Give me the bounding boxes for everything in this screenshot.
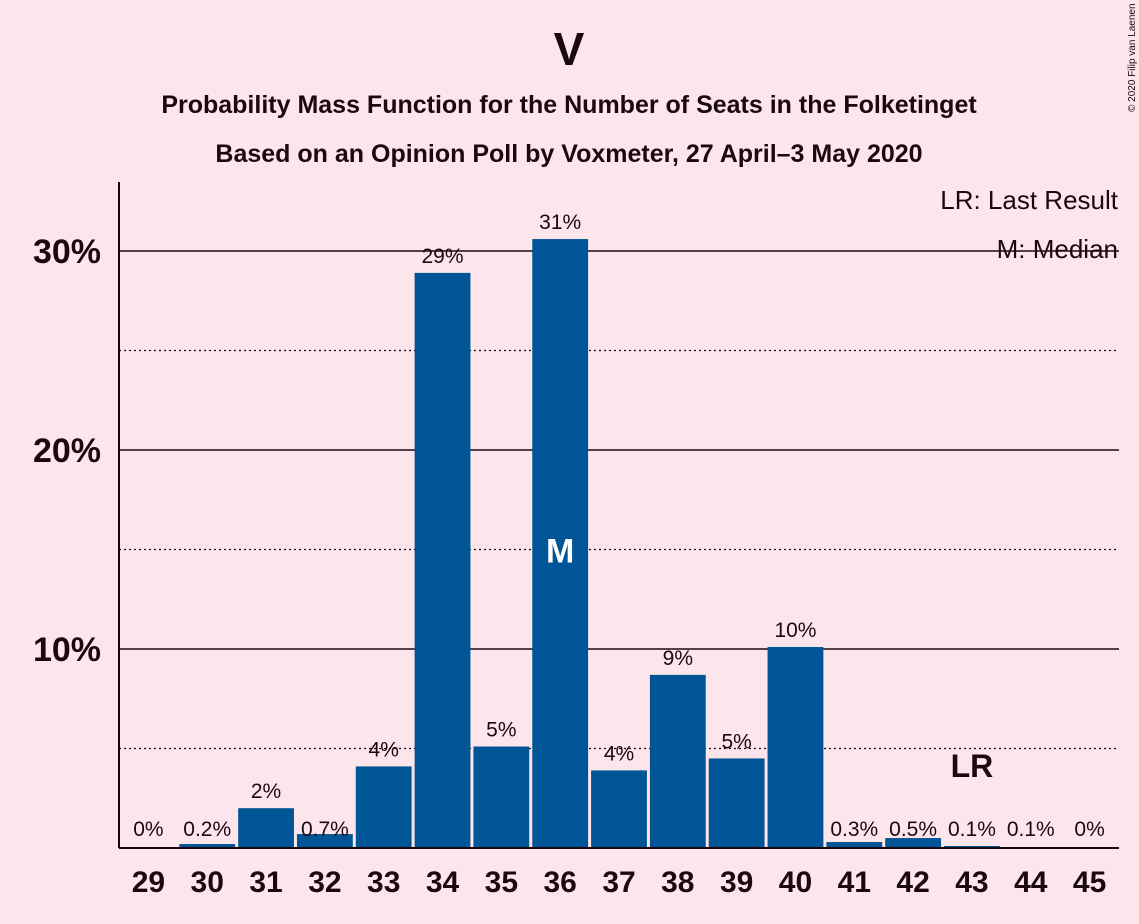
chart-title: V (554, 23, 585, 75)
x-tick-seat-31: 31 (249, 866, 282, 899)
x-tick-seat-30: 30 (191, 866, 224, 899)
x-tick-seat-29: 29 (132, 866, 165, 899)
gridlines (119, 250, 1119, 750)
last-result-marker: LR (951, 748, 994, 784)
x-tick-seat-36: 36 (543, 866, 576, 899)
bar-seat-36 (532, 239, 589, 848)
data-label-seat-45: 0% (1074, 818, 1104, 841)
data-label-seat-36: 31% (539, 211, 581, 234)
y-axis-ticks: 10% 20% 30% (33, 233, 101, 669)
x-tick-seat-43: 43 (955, 866, 988, 899)
bar-seat-32 (296, 834, 353, 848)
data-label-seat-32: 0.7% (301, 818, 349, 841)
data-label-seat-38: 9% (663, 647, 693, 670)
x-tick-seat-42: 42 (896, 866, 929, 899)
data-label-seat-34: 29% (422, 245, 464, 268)
y-tick-label: 20% (33, 432, 101, 470)
data-label-seat-39: 5% (721, 730, 751, 753)
x-tick-seat-45: 45 (1073, 866, 1106, 899)
y-tick-label: 30% (33, 233, 101, 271)
data-labels: 0% 0.2% 2% 0.7% 4% 29% 5% 31% M 4% 9% 5% 10% 0.3% 0.5%… (133, 211, 1105, 841)
data-label-seat-33: 4% (369, 738, 399, 761)
x-tick-seat-40: 40 (779, 866, 812, 899)
copyright-note: © 2020 Filip van Laenen (1127, 3, 1138, 112)
x-tick-seat-34: 34 (426, 866, 460, 899)
bars (179, 239, 1059, 848)
bar-seat-34 (414, 272, 471, 848)
x-tick-seat-39: 39 (720, 866, 753, 899)
bar-seat-40 (767, 647, 824, 848)
data-label-seat-30: 0.2% (183, 818, 231, 841)
bar-seat-37 (591, 770, 647, 848)
x-axis-ticks: 29 30 31 32 33 34 35 36 37 38 39 40 41 42 43 44 45 (132, 866, 1107, 899)
x-tick-seat-35: 35 (485, 866, 518, 899)
data-label-seat-40: 10% (774, 619, 816, 642)
bar-seat-38 (649, 674, 706, 848)
bar-seat-33 (355, 766, 412, 848)
data-label-seat-41: 0.3% (830, 818, 878, 841)
data-label-seat-37: 4% (604, 742, 634, 765)
bar-seat-41 (826, 842, 883, 848)
median-marker: M (546, 533, 574, 571)
x-tick-seat-33: 33 (367, 866, 400, 899)
legend-last-result: LR: Last Result (940, 185, 1119, 215)
bar-seat-30 (179, 844, 236, 848)
chart-subtitle-2: Based on an Opinion Poll by Voxmeter, 27… (215, 140, 922, 168)
data-label-seat-43: 0.1% (948, 818, 996, 841)
x-tick-seat-32: 32 (308, 866, 341, 899)
data-label-seat-31: 2% (251, 780, 281, 803)
x-tick-seat-41: 41 (838, 866, 871, 899)
data-label-seat-35: 5% (486, 719, 516, 742)
x-tick-seat-38: 38 (661, 866, 694, 899)
x-tick-seat-44: 44 (1014, 866, 1048, 899)
y-tick-label: 10% (33, 631, 101, 669)
data-label-seat-44: 0.1% (1007, 818, 1055, 841)
bar-seat-42 (885, 838, 942, 848)
data-label-seat-29: 0% (133, 818, 163, 841)
x-tick-seat-37: 37 (602, 866, 635, 899)
bar-seat-35 (473, 746, 530, 848)
legend-median: M: Median (997, 234, 1118, 264)
bar-seat-39 (708, 758, 765, 848)
chart-subtitle-1: Probability Mass Function for the Number… (161, 91, 977, 119)
data-label-seat-42: 0.5% (889, 818, 937, 841)
bar-seat-31 (238, 808, 294, 848)
